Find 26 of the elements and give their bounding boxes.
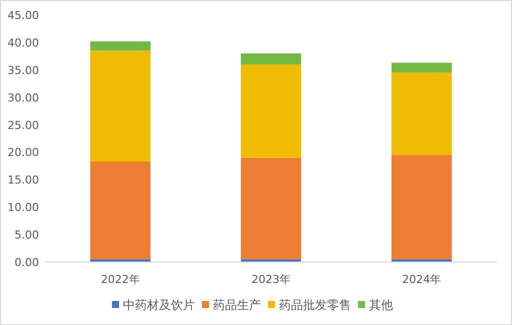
y-tick-label: 45.00 [8,9,39,22]
bar [90,41,150,51]
bar [392,154,452,260]
y-tick-label: 35.00 [8,64,39,77]
x-tick-label: 2022年 [100,273,140,286]
y-tick-label: 20.00 [8,146,39,160]
bar [392,72,452,155]
bar [240,158,302,260]
bar [240,64,302,158]
y-tick-label: 30.00 [8,91,39,104]
x-tick-label: 2024年 [402,273,442,286]
legend-label: 药品生产 [213,298,261,312]
legend-label: 药品批发零售 [279,298,351,312]
y-tick-label: 5.00 [14,228,39,242]
bar [240,53,302,64]
y-tick-label: 0.00 [14,256,39,269]
y-tick-label: 40.00 [8,36,39,50]
legend-label: 中药材及饮片 [123,298,195,312]
y-tick-label: 10.00 [8,201,39,214]
x-tick-label: 2023年 [252,273,290,286]
bar [90,162,150,260]
bar [90,50,150,162]
bar [392,62,452,73]
y-tick-label: 15.00 [8,174,39,187]
legend-label: 其他 [369,298,393,312]
y-tick-label: 25.00 [8,118,39,132]
